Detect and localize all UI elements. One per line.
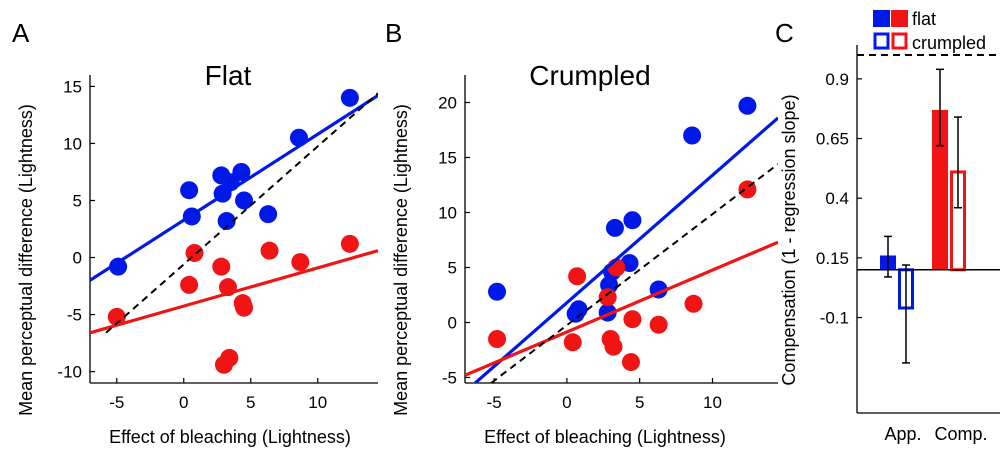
panel-a-red-point <box>291 253 310 272</box>
panel-b-blue-point <box>623 211 642 230</box>
panel-a-blue-point <box>109 257 128 276</box>
panel-a-y-tick-label: 10 <box>63 134 82 153</box>
panel-a-red-point <box>260 241 279 260</box>
panel-c-y-tick-label: 0.15 <box>816 249 849 268</box>
panel-b-red-point <box>598 288 617 307</box>
legend-flat-red-swatch <box>891 10 908 27</box>
panel-a-title: Flat <box>205 60 252 91</box>
panel-b-red-point <box>604 337 623 356</box>
panel-c-legend: flat crumpled <box>873 9 986 53</box>
panel-a-x-tick-label: 0 <box>179 393 188 412</box>
panel-a-red-point <box>235 298 254 317</box>
panel-b-x-label: Effect of bleaching (Lightness) <box>484 427 726 447</box>
panel-b-red-point <box>488 330 507 348</box>
panel-b-blue-point <box>683 126 702 145</box>
panel-a-blue-point <box>340 88 359 107</box>
panel-a-blue-point <box>217 212 236 231</box>
panel-b-y-label: Mean perceptual difference (Lightness) <box>391 104 411 416</box>
panel-a-red-point <box>340 234 359 253</box>
panel-b-y-tick-label: 10 <box>438 204 457 223</box>
panel-b-x-tick-label: 0 <box>562 393 571 412</box>
panel-b-red-fit-line <box>465 240 778 377</box>
panel-c-category-label: App. <box>884 424 921 444</box>
panel-b-x-tick-label: 10 <box>703 393 722 412</box>
panel-c-y-tick-label: -0.1 <box>820 309 849 328</box>
panel-a-red-point <box>185 243 204 262</box>
panel-a-blue-point <box>235 191 254 210</box>
panel-a-identity-line <box>105 92 378 334</box>
panel-b-blue-fit-line <box>474 116 778 383</box>
panel-b-x-tick-label: -5 <box>487 393 502 412</box>
panel-b-blue-point <box>738 96 757 115</box>
panel-b-red-point <box>621 353 640 372</box>
panel-b-identity-line <box>490 163 778 383</box>
panel-a-y-tick-label: -5 <box>67 306 82 325</box>
panel-b-y-tick-label: 15 <box>438 149 457 168</box>
panel-c-bar-chart: Compensation (1 - regression slope) -0.1… <box>779 9 1000 444</box>
panel-a-y-tick-label: 15 <box>63 77 82 96</box>
panel-a-blue-fit-line <box>90 94 378 282</box>
panel-a-blue-point <box>232 162 251 181</box>
legend-crumpled-blue-swatch <box>873 32 890 50</box>
panel-letter-a: A <box>12 18 30 48</box>
panel-a-red-point <box>180 275 199 294</box>
panel-c-y-label: Compensation (1 - regression slope) <box>779 94 799 385</box>
panel-b-red-point <box>649 315 668 334</box>
legend-flat-blue-swatch <box>873 10 890 27</box>
panel-b-y-tick-label: 0 <box>448 314 457 333</box>
panel-b-y-tick-label: -5 <box>442 369 457 388</box>
panel-b-title: Crumpled <box>529 60 650 91</box>
panel-c-bar-flat <box>932 109 948 270</box>
panel-a-x-tick-label: 10 <box>308 393 327 412</box>
legend-flat-label: flat <box>912 9 936 29</box>
panel-letter-c: C <box>775 18 794 48</box>
panel-a-red-fit-line <box>90 249 378 335</box>
panel-a-red-point <box>212 257 231 276</box>
panel-a-x-tick-label: -5 <box>109 393 124 412</box>
panel-a-x-tick-label: 5 <box>246 393 255 412</box>
panel-b-red-point <box>563 333 582 352</box>
legend-crumpled-label: crumpled <box>912 33 986 53</box>
panel-a-x-label: Effect of bleaching (Lightness) <box>109 427 351 447</box>
panel-b-x-tick-label: 5 <box>635 393 644 412</box>
panel-a-red-point <box>107 307 126 326</box>
panel-a-blue-point <box>180 181 199 200</box>
panel-a-y-tick-label: 0 <box>73 249 82 268</box>
legend-crumpled-red-swatch <box>891 32 908 50</box>
panel-b-blue-point <box>488 282 507 301</box>
panel-b-scatter-chart: Crumpled Effect of bleaching (Lightness)… <box>391 60 778 447</box>
panel-b-y-tick-label: 20 <box>438 94 457 113</box>
panel-c-category-label: Comp. <box>934 424 987 444</box>
panel-c-y-tick-label: 0.65 <box>816 130 849 149</box>
panel-letter-b: B <box>385 18 402 48</box>
panel-a-red-point <box>220 348 239 367</box>
panel-a-blue-point <box>259 205 278 224</box>
panel-b-blue-point <box>605 218 624 237</box>
panel-a-scatter-chart: Flat Effect of bleaching (Lightness) Mea… <box>16 60 378 447</box>
panel-b-red-point <box>568 267 587 286</box>
panel-a-y-tick-label: 5 <box>73 191 82 210</box>
panel-a-y-label: Mean perceptual difference (Lightness) <box>16 104 36 416</box>
panel-b-red-point <box>623 310 642 329</box>
panel-c-y-tick-label: 0.9 <box>825 70 849 89</box>
panel-b-red-point <box>684 294 703 313</box>
panel-b-y-tick-label: 5 <box>448 259 457 278</box>
panel-a-y-tick-label: -10 <box>57 363 82 382</box>
panel-c-y-tick-label: 0.4 <box>825 189 849 208</box>
